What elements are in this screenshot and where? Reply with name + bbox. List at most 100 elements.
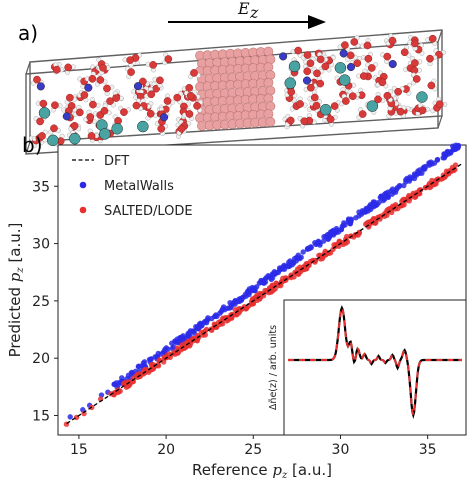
oxygen-atom bbox=[88, 74, 97, 83]
data-point bbox=[158, 351, 164, 357]
oxygen-atom bbox=[39, 99, 48, 108]
data-point bbox=[263, 275, 269, 281]
y-tick-label: 25 bbox=[32, 294, 50, 310]
cation-ion bbox=[334, 62, 347, 74]
data-point bbox=[115, 382, 121, 388]
oxygen-atom bbox=[38, 132, 46, 140]
data-point bbox=[358, 211, 365, 217]
oxygen-atom bbox=[374, 95, 382, 104]
scatter-chart: 15 20 25 30 35 15 20 25 30 35 Reference pz [a.u.] P… bbox=[6, 142, 467, 481]
simulation-box bbox=[25, 29, 448, 155]
x-tick-label: 25 bbox=[244, 442, 262, 458]
data-point bbox=[169, 340, 175, 346]
oxygen-atom bbox=[411, 59, 419, 67]
cation-ion bbox=[366, 100, 379, 112]
data-point bbox=[329, 228, 336, 234]
oxygen-atom bbox=[435, 100, 444, 109]
cation-ion bbox=[416, 91, 428, 103]
oxygen-atom bbox=[99, 63, 107, 72]
data-point bbox=[179, 343, 186, 350]
anion-ion bbox=[160, 113, 169, 122]
oxygen-atom bbox=[65, 93, 74, 102]
data-point bbox=[249, 284, 255, 291]
data-point bbox=[244, 289, 251, 295]
cation-ion bbox=[99, 128, 111, 140]
data-point bbox=[385, 194, 392, 201]
data-point bbox=[111, 390, 118, 397]
data-point bbox=[396, 182, 403, 189]
oxygen-atom bbox=[156, 76, 164, 85]
x-tick-label: 15 bbox=[70, 442, 88, 458]
oxygen-atom bbox=[350, 38, 359, 46]
oxygen-atom bbox=[139, 77, 147, 86]
data-point bbox=[401, 182, 407, 189]
data-point bbox=[335, 229, 342, 235]
data-point bbox=[320, 238, 327, 244]
oxygen-atom bbox=[383, 52, 392, 61]
x-tick-label: 30 bbox=[332, 442, 350, 458]
oxygen-atom bbox=[163, 97, 172, 105]
data-point bbox=[213, 312, 219, 318]
data-point bbox=[203, 326, 210, 333]
data-point bbox=[441, 155, 448, 161]
anion-ion bbox=[346, 62, 356, 72]
data-point bbox=[322, 251, 328, 258]
oxygen-atom bbox=[185, 83, 194, 92]
data-point bbox=[342, 222, 348, 228]
data-point bbox=[203, 319, 210, 326]
oxygen-atom bbox=[287, 88, 296, 96]
oxygen-atom bbox=[173, 93, 182, 102]
oxygen-atom bbox=[100, 107, 109, 115]
data-point bbox=[411, 175, 418, 182]
box-edge bbox=[25, 141, 31, 155]
oxygen-atom bbox=[418, 106, 427, 115]
oxygen-atom bbox=[321, 62, 330, 71]
oxygen-atom bbox=[303, 67, 312, 76]
data-point bbox=[295, 271, 302, 277]
oxygen-atom bbox=[427, 81, 436, 90]
oxygen-atom bbox=[313, 69, 321, 78]
oxygen-atom bbox=[396, 107, 405, 116]
oxygen-atom bbox=[33, 75, 41, 84]
anion-ion bbox=[279, 52, 288, 61]
oxygen-atom bbox=[342, 97, 350, 105]
oxygen-atom bbox=[36, 117, 44, 126]
data-point bbox=[303, 266, 309, 272]
oxygen-atom bbox=[149, 61, 157, 69]
legend-salted-marker bbox=[79, 206, 87, 214]
field-subscript: z bbox=[249, 3, 259, 22]
oxygen-atom bbox=[185, 110, 194, 118]
legend-metalwalls-marker bbox=[79, 181, 87, 189]
data-point bbox=[139, 363, 145, 369]
anion-ion bbox=[302, 76, 312, 85]
data-point bbox=[368, 206, 374, 213]
oxygen-atom bbox=[106, 97, 114, 105]
oxygen-atom bbox=[435, 50, 443, 59]
oxygen-atom bbox=[306, 59, 315, 68]
cation-ion bbox=[69, 132, 81, 145]
data-point bbox=[282, 263, 288, 270]
data-point bbox=[416, 167, 423, 173]
field-arrow: E z bbox=[168, 0, 326, 29]
data-point bbox=[417, 187, 424, 193]
data-point bbox=[232, 306, 238, 313]
oxygen-atom bbox=[186, 91, 195, 100]
oxygen-atom bbox=[426, 54, 434, 63]
data-point bbox=[388, 188, 394, 194]
data-point bbox=[372, 216, 378, 222]
oxygen-atom bbox=[86, 113, 95, 121]
metal-atom bbox=[265, 116, 276, 127]
data-point bbox=[406, 178, 413, 184]
oxygen-atom bbox=[312, 101, 321, 110]
data-point bbox=[229, 313, 235, 319]
data-point bbox=[162, 346, 168, 353]
cation-ion bbox=[284, 77, 297, 89]
oxygen-atom bbox=[80, 91, 89, 99]
oxygen-atom bbox=[87, 132, 96, 140]
field-label: E bbox=[237, 0, 250, 18]
anion-ion bbox=[133, 82, 143, 91]
oxygen-atom bbox=[394, 87, 402, 96]
data-point bbox=[111, 381, 117, 388]
panel-b-label: b) bbox=[22, 133, 43, 157]
